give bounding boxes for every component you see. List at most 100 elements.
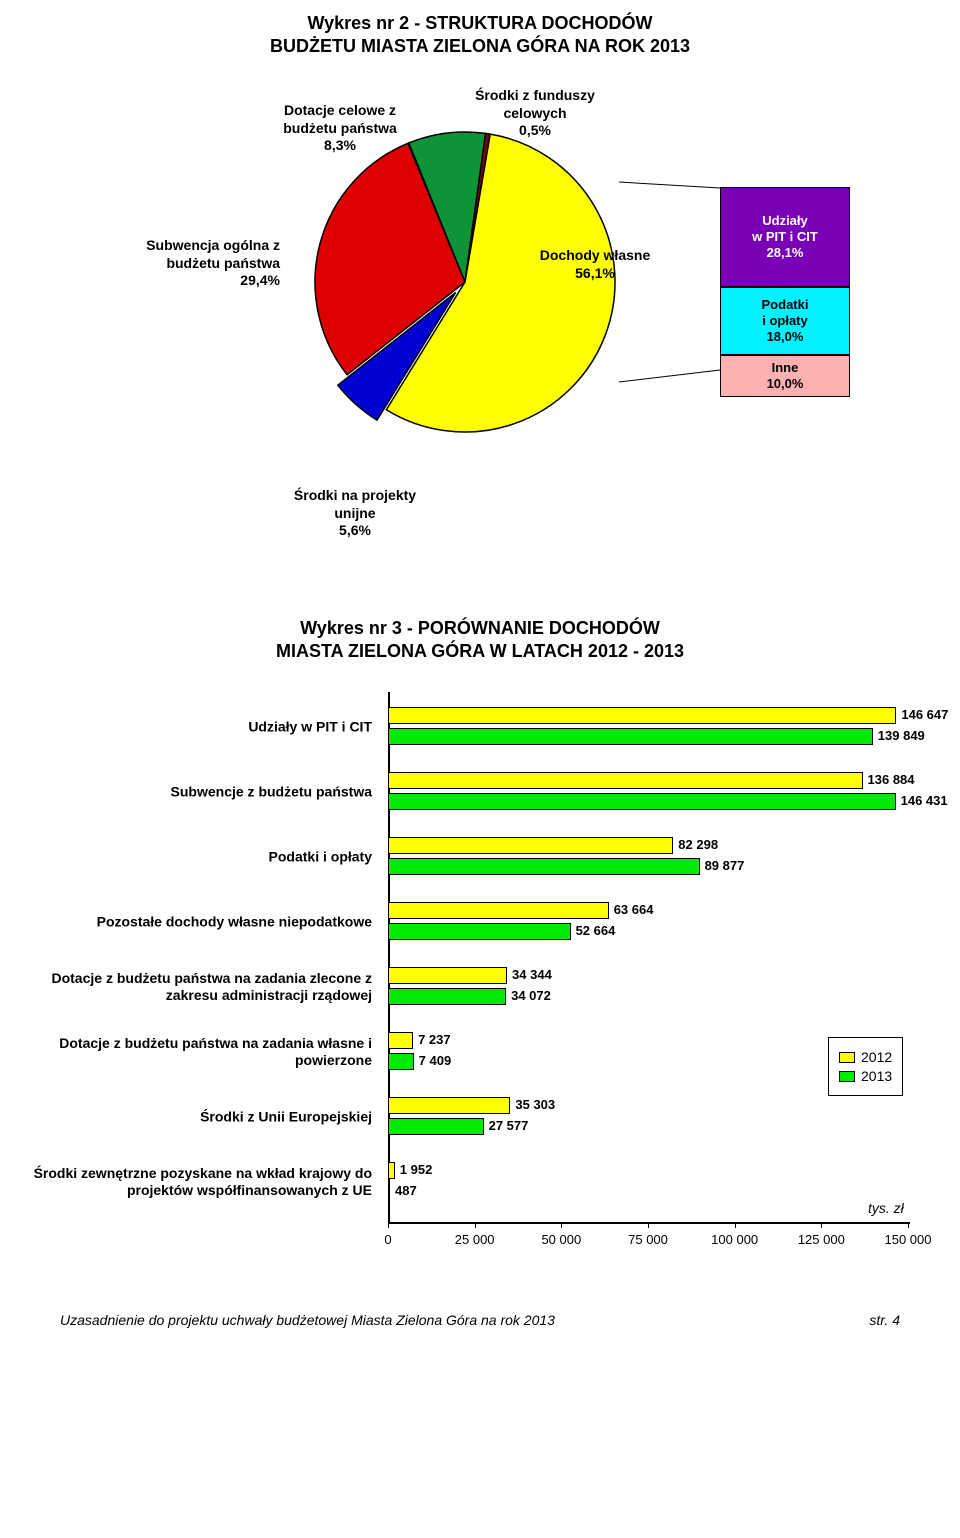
page-footer: Uzasadnienie do projektu uchwały budżeto…	[0, 1272, 960, 1348]
bar-plot: 63 664 52 664	[388, 897, 930, 947]
bar-category-label: Dotacje z budżetu państwa na zadania zle…	[30, 970, 380, 1004]
bar-2012: 136 884	[388, 772, 863, 789]
bar-value-2013: 34 072	[511, 988, 551, 1003]
callout-dochody-pct: 56,1%	[575, 265, 615, 281]
x-tick-label: 25 000	[455, 1232, 495, 1247]
chart2-title-line1: Wykres nr 3 - PORÓWNANIE DOCHODÓW	[300, 618, 660, 638]
bar-value-2012: 34 344	[512, 967, 552, 982]
bar-row: Udziały w PIT i CIT146 647139 849	[30, 702, 930, 752]
unit-label: tys. zł	[868, 1200, 904, 1216]
bar-2013: 146 431	[388, 793, 896, 810]
breakdown-podatki: Podatki i opłaty 18,0%	[720, 287, 850, 355]
bar-2012: 146 647	[388, 707, 896, 724]
bar-row: Subwencje z budżetu państwa 136 884 146 43…	[30, 767, 930, 817]
bar-plot: 136 884 146 431	[388, 767, 930, 817]
breakdown-udzialy: Udziały w PIT i CIT 28,1%	[720, 187, 850, 287]
legend-2012-label: 2012	[861, 1049, 892, 1065]
bar-2012: 82 298	[388, 837, 673, 854]
bar-category-label: Środki zewnętrzne pozyskane na wkład kra…	[30, 1165, 380, 1199]
callout-subwencja: Subwencja ogólna z budżetu państwa 29,4%	[100, 237, 280, 290]
breakdown-podatki-l2: i opłaty	[762, 313, 808, 328]
callout-subwencja-l2: budżetu państwa	[166, 255, 280, 271]
bar-value-2013: 139 849	[878, 728, 925, 743]
x-tick	[561, 1222, 562, 1228]
callout-fundusze-pct: 0,5%	[519, 122, 551, 138]
bar-value-2012: 35 303	[515, 1097, 555, 1112]
callout-fundusze-l1: Środki z funduszy	[475, 87, 595, 103]
x-tick-label: 0	[384, 1232, 391, 1247]
callout-dotacje-l1: Dotacje celowe z	[284, 102, 396, 118]
chart2-title: Wykres nr 3 - PORÓWNANIE DOCHODÓW MIASTA…	[0, 617, 960, 662]
x-tick-label: 125 000	[798, 1232, 845, 1247]
bar-2013: 7 409	[388, 1053, 414, 1070]
bar-2013: 52 664	[388, 923, 571, 940]
bar-value-2012: 1 952	[400, 1162, 433, 1177]
x-tick-label: 75 000	[628, 1232, 668, 1247]
callout-unijne: Środki na projekty unijne 5,6%	[265, 487, 445, 540]
bar-category-label: Dotacje z budżetu państwa na zadania wła…	[30, 1035, 380, 1069]
bar-value-2013: 89 877	[705, 858, 745, 873]
legend-2013-label: 2013	[861, 1068, 892, 1084]
bar-row: Dotacje z budżetu państwa na zadania zle…	[30, 962, 930, 1012]
callout-unijne-l1: Środki na projekty	[294, 487, 416, 503]
bar-value-2012: 82 298	[678, 837, 718, 852]
bar-value-2012: 7 237	[418, 1032, 451, 1047]
x-tick-label: 150 000	[885, 1232, 932, 1247]
bar-row: Środki z Unii Europejskiej35 30327 577	[30, 1092, 930, 1142]
bar-2012: 63 664	[388, 902, 609, 919]
breakdown-inne: Inne 10,0%	[720, 355, 850, 397]
bar-plot: 35 303 27 577	[388, 1092, 930, 1142]
callout-unijne-l2: unijne	[334, 505, 375, 521]
x-tick	[648, 1222, 649, 1228]
legend-2012-row: 2012	[839, 1049, 892, 1065]
chart2-title-line2: MIASTA ZIELONA GÓRA W LATACH 2012 - 2013	[276, 641, 684, 661]
callout-fundusze: Środki z funduszy celowych 0,5%	[445, 87, 625, 140]
callout-dotacje-l2: budżetu państwa	[283, 120, 397, 136]
bar-chart-area: Udziały w PIT i CIT146 647139 849Subwenc…	[30, 692, 930, 1272]
breakdown-stack: Udziały w PIT i CIT 28,1% Podatki i opła…	[720, 187, 850, 397]
x-tick	[908, 1222, 909, 1228]
bar-category-label: Subwencje z budżetu państwa	[30, 784, 380, 801]
bar-value-2013: 146 431	[901, 793, 948, 808]
callout-dotacje-pct: 8,3%	[324, 137, 356, 153]
bar-2013: 27 577	[388, 1118, 484, 1135]
bar-plot: 82 298 89 877	[388, 832, 930, 882]
chart1-title: Wykres nr 2 - STRUKTURA DOCHODÓW BUDŻETU…	[0, 0, 960, 57]
breakdown-inne-l1: Inne	[772, 360, 799, 375]
bar-category-label: Podatki i opłaty	[30, 849, 380, 866]
bar-plot: 34 344 34 072	[388, 962, 930, 1012]
x-tick	[388, 1222, 389, 1228]
callout-dochody-l1: Dochody własne	[540, 247, 650, 263]
chart1-title-line2: BUDŻETU MIASTA ZIELONA GÓRA NA ROK 2013	[270, 36, 690, 56]
callout-dotacje: Dotacje celowe z budżetu państwa 8,3%	[250, 102, 430, 155]
bar-2012: 7 237	[388, 1032, 413, 1049]
bar-row: Pozostałe dochody własne niepodatkowe 63 …	[30, 897, 930, 947]
pie-chart-area: Dotacje celowe z budżetu państwa 8,3% Śr…	[0, 57, 960, 577]
callout-dochody: Dochody własne 56,1%	[525, 247, 665, 282]
callout-subwencja-pct: 29,4%	[240, 272, 280, 288]
footer-right: str. 4	[869, 1312, 900, 1328]
x-axis-line	[388, 1222, 910, 1224]
callout-fundusze-l2: celowych	[503, 105, 566, 121]
breakdown-udzialy-pct: 28,1%	[767, 245, 804, 260]
bar-value-2013: 27 577	[489, 1118, 529, 1133]
bar-value-2013: 7 409	[419, 1053, 452, 1068]
bar-value-2012: 146 647	[901, 707, 948, 722]
bar-2012: 35 303	[388, 1097, 510, 1114]
callout-subwencja-l1: Subwencja ogólna z	[146, 237, 280, 253]
x-tick-label: 100 000	[711, 1232, 758, 1247]
bar-value-2012: 136 884	[868, 772, 915, 787]
bar-2013: 34 072	[388, 988, 506, 1005]
bar-2013: 89 877	[388, 858, 700, 875]
bar-row: Środki zewnętrzne pozyskane na wkład kra…	[30, 1157, 930, 1207]
pie-svg	[300, 117, 630, 447]
bar-2013: 487	[388, 1183, 390, 1200]
breakdown-podatki-pct: 18,0%	[767, 329, 804, 344]
breakdown-udzialy-l1: Udziały	[762, 213, 808, 228]
x-tick-label: 50 000	[541, 1232, 581, 1247]
breakdown-inne-pct: 10,0%	[767, 376, 804, 391]
bar-category-label: Pozostałe dochody własne niepodatkowe	[30, 914, 380, 931]
breakdown-udzialy-l2: w PIT i CIT	[752, 229, 818, 244]
chart1-title-line1: Wykres nr 2 - STRUKTURA DOCHODÓW	[307, 13, 652, 33]
legend-2012-swatch	[839, 1052, 855, 1063]
